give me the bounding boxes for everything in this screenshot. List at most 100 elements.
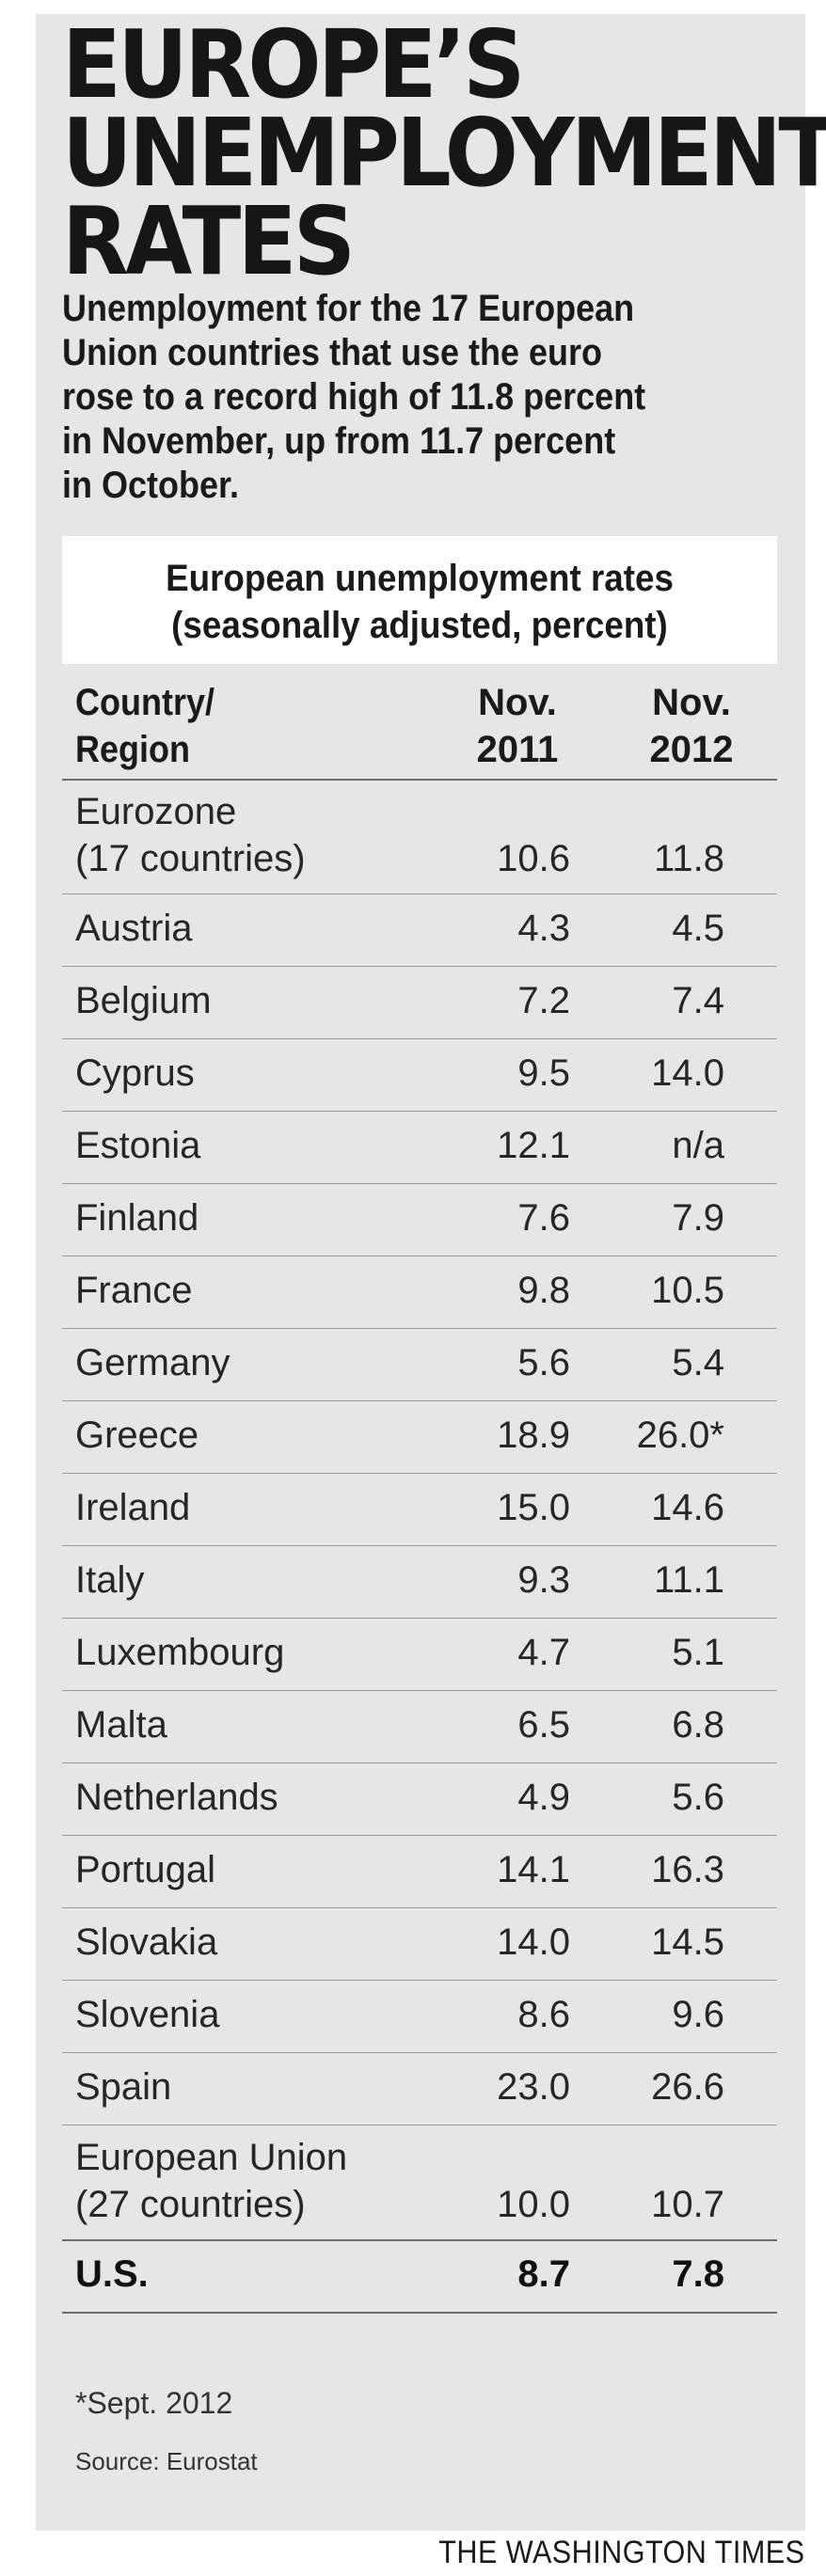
value-nov-2012: 6.8 — [672, 1704, 724, 1746]
value-nov-2011: 4.3 — [517, 908, 570, 949]
value-nov-2012: 26.6 — [651, 2066, 724, 2108]
row-divider — [62, 966, 777, 967]
table-row: Ireland 15.0 14.6 — [62, 1473, 777, 1545]
subtitle-line: Unemployment for the 17 European — [62, 288, 635, 329]
table-row: European Union (27 countries) 10.0 10.7 — [62, 2125, 777, 2239]
value-nov-2011: 14.1 — [497, 1849, 570, 1890]
graphic-panel — [36, 14, 805, 2531]
row-divider — [62, 1473, 777, 1474]
column-header-nov-2011: Nov. 2011 — [461, 679, 574, 773]
row-label: Spain — [75, 2063, 171, 2110]
value-nov-2012: 14.5 — [651, 1921, 724, 1963]
row-label: Luxembourg — [75, 1629, 284, 1676]
row-label-line: Portugal — [75, 1849, 215, 1890]
value-nov-2011: 5.6 — [517, 1342, 570, 1383]
table-row: Malta 6.5 6.8 — [62, 1690, 777, 1762]
row-label-line: Malta — [75, 1704, 167, 1746]
value-nov-2012: 7.8 — [672, 2253, 724, 2295]
column-header-line: Nov. — [478, 682, 557, 723]
column-header-line: 2011 — [476, 729, 559, 770]
value-nov-2011: 9.3 — [517, 1559, 570, 1601]
value-nov-2011: 6.5 — [517, 1704, 570, 1746]
value-nov-2012: 11.1 — [654, 1559, 724, 1601]
subtitle-line: in November, up from 11.7 percent — [62, 420, 616, 462]
row-label: Netherlands — [75, 1774, 278, 1821]
value-nov-2011: 9.5 — [517, 1052, 570, 1094]
value-nov-2011: 4.7 — [517, 1632, 570, 1673]
row-label-line: Spain — [75, 2066, 172, 2108]
value-nov-2011: 7.2 — [517, 980, 570, 1021]
value-nov-2012: 26.0* — [636, 1414, 724, 1456]
value-nov-2012: 7.4 — [672, 980, 724, 1021]
row-divider — [62, 2239, 777, 2241]
row-label: Germany — [75, 1339, 230, 1386]
row-label: Estonia — [75, 1122, 200, 1169]
value-nov-2011: 9.8 — [517, 1270, 570, 1311]
row-divider — [62, 1545, 777, 1546]
table-row: Slovenia 8.6 9.6 — [62, 1980, 777, 2052]
value-nov-2012: 5.6 — [672, 1777, 724, 1818]
graphic-title: EUROPE’S UNEMPLOYMENT RATES — [62, 18, 826, 289]
row-label-line: Slovakia — [75, 1921, 218, 1963]
row-label-line: Ireland — [75, 1487, 191, 1528]
row-divider — [62, 2312, 777, 2314]
table-title-box: European unemployment rates (seasonally … — [62, 536, 777, 664]
row-label: Ireland — [75, 1484, 190, 1531]
row-label: European Union (27 countries) — [75, 2134, 347, 2228]
row-label-line: Greece — [75, 1414, 199, 1456]
value-nov-2012: 10.5 — [651, 1270, 724, 1311]
source-note: Source: Eurostat — [75, 2447, 258, 2475]
row-label: France — [75, 1267, 193, 1314]
value-nov-2011: 15.0 — [497, 1487, 570, 1528]
subtitle-line: rose to a record high of 11.8 percent — [62, 376, 646, 418]
value-nov-2011: 8.6 — [517, 1994, 570, 2035]
graphic-subtitle: Unemployment for the 17 European Union c… — [62, 287, 731, 508]
value-nov-2012: 11.8 — [654, 838, 724, 879]
row-divider — [62, 1762, 777, 1763]
table-row: Italy 9.3 11.1 — [62, 1545, 777, 1618]
row-label-line: Netherlands — [75, 1777, 278, 1818]
row-label-line: Cyprus — [75, 1052, 195, 1094]
value-nov-2011: 8.7 — [517, 2253, 570, 2295]
value-nov-2012: 10.7 — [651, 2184, 724, 2225]
row-label: Portugal — [75, 1846, 215, 1893]
table-title: European unemployment rates (seasonally … — [90, 555, 748, 649]
row-divider — [62, 1038, 777, 1039]
column-header-line: Region — [75, 729, 190, 770]
table-row: U.S. 8.7 7.8 — [62, 2239, 777, 2312]
row-label-line: France — [75, 1270, 193, 1311]
row-label: Cyprus — [75, 1050, 195, 1097]
row-label-line: European Union — [75, 2137, 348, 2178]
table-row: Finland 7.6 7.9 — [62, 1183, 777, 1256]
value-nov-2012: 7.9 — [672, 1197, 724, 1239]
row-label-line: Estonia — [75, 1125, 201, 1166]
subtitle-line: Union countries that use the euro — [62, 332, 603, 373]
row-label-line: Belgium — [75, 980, 212, 1021]
value-nov-2011: 10.6 — [497, 838, 570, 879]
column-header-line: 2012 — [649, 729, 734, 770]
title-line: UNEMPLOYMENT — [62, 98, 826, 208]
row-label-line: (17 countries) — [75, 838, 306, 879]
value-nov-2012: 5.1 — [672, 1632, 724, 1673]
table-row: Slovakia 14.0 14.5 — [62, 1907, 777, 1980]
table-row: Greece 18.9 26.0* — [62, 1400, 777, 1473]
value-nov-2011: 7.6 — [517, 1197, 570, 1239]
table-row: Netherlands 4.9 5.6 — [62, 1762, 777, 1835]
table-row: Luxembourg 4.7 5.1 — [62, 1618, 777, 1690]
row-label-line: (27 countries) — [75, 2184, 306, 2225]
value-nov-2011: 23.0 — [497, 2066, 570, 2108]
row-divider — [62, 2052, 777, 2053]
row-label-line: Germany — [75, 1342, 230, 1383]
row-label-line: Slovenia — [75, 1994, 220, 2035]
table-row: Eurozone (17 countries) 10.6 11.8 — [62, 779, 777, 893]
row-divider — [62, 1907, 777, 1908]
row-label: Slovakia — [75, 1919, 217, 1966]
publisher-credit: THE WASHINGTON TIMES — [438, 2535, 805, 2570]
value-nov-2011: 4.9 — [517, 1777, 570, 1818]
row-divider — [62, 779, 777, 781]
column-header-line: Nov. — [652, 682, 731, 723]
row-divider — [62, 893, 777, 894]
value-nov-2012: n/a — [672, 1125, 724, 1166]
row-divider — [62, 1183, 777, 1184]
row-divider — [62, 1980, 777, 1981]
